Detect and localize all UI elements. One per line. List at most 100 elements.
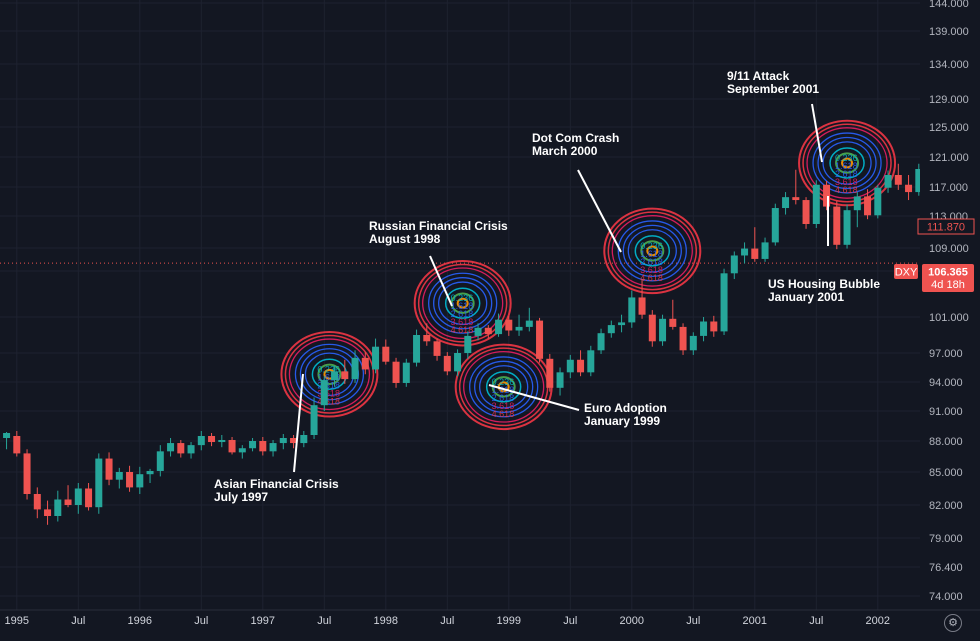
candle-body-82 — [823, 184, 831, 207]
fib-circle-3-5 — [627, 229, 677, 273]
fib-level-label-3-3: 3.618 — [640, 265, 663, 275]
candle-46 — [454, 349, 462, 377]
callout-line-0 — [293, 373, 304, 473]
annotation-label-4-0: 9/11 Attack — [727, 69, 790, 83]
fib-circle-1-6 — [444, 287, 481, 319]
annotation-label-3-1: March 2000 — [532, 144, 598, 158]
candle-body-69 — [689, 335, 697, 351]
candle-39 — [382, 339, 390, 365]
fib-circle-2-6 — [485, 371, 522, 403]
candles — [3, 157, 980, 525]
candle-body-13 — [115, 472, 123, 480]
candle-21 — [197, 431, 205, 451]
candle-89 — [894, 163, 902, 190]
candle-body-52 — [515, 326, 523, 331]
fibonacci-circles[interactable]: 0.2361.6182.6183.6184.6180.2361.6182.618… — [280, 119, 897, 431]
candle-6 — [44, 500, 52, 525]
gear-icon[interactable]: ⚙ — [944, 614, 962, 632]
candle-83 — [833, 200, 841, 250]
candle-body-75 — [751, 248, 759, 259]
time-tick-label-14: 2002 — [866, 615, 890, 627]
price-axis-background — [920, 0, 980, 610]
candle-body-71 — [710, 321, 718, 332]
current-price-label: 106.365 — [928, 267, 968, 279]
time-tick-label-5: Jul — [317, 615, 331, 627]
price-tick-label-11: 97.000 — [929, 348, 963, 360]
time-tick-label-0: 1995 — [5, 615, 29, 627]
candle-body-4 — [23, 453, 31, 494]
candle-body-2 — [3, 433, 11, 438]
grid — [0, 0, 920, 610]
candle-body-90 — [905, 184, 913, 193]
candle-60 — [597, 328, 605, 354]
candle-body-88 — [884, 175, 892, 188]
candle-body-65 — [648, 314, 656, 342]
candle-body-30 — [290, 438, 298, 444]
candle-54 — [536, 317, 544, 363]
fib-level-label-1-2: 2.618 — [451, 309, 474, 319]
price-tick-label-5: 121.000 — [929, 152, 969, 164]
fib-level-label-4-2: 2.618 — [835, 169, 858, 179]
candle-50 — [495, 313, 503, 337]
candle-28 — [269, 440, 277, 457]
candle-body-11 — [95, 458, 103, 508]
price-tick-label-2: 134.000 — [929, 59, 969, 71]
fib-circle-2-3 — [469, 356, 539, 418]
time-tick-label-9: Jul — [563, 615, 577, 627]
candle-body-57 — [566, 359, 574, 373]
candle-88 — [884, 170, 892, 193]
fib-level-label-0-1: 1.618 — [317, 372, 340, 382]
candle-body-22 — [208, 436, 216, 443]
candle-body-73 — [730, 255, 738, 274]
candle-15 — [136, 466, 144, 494]
price-tick-label-19: 74.000 — [929, 591, 963, 603]
candle-35 — [341, 359, 349, 384]
candle-52 — [515, 314, 523, 336]
candle-10 — [85, 483, 93, 511]
candle-42 — [413, 329, 421, 367]
candle-5 — [33, 487, 41, 519]
fib-circle-3-4 — [622, 224, 682, 278]
fib-circle-0-3 — [294, 343, 365, 405]
fib-level-label-4-3: 3.618 — [835, 177, 858, 187]
fib-circle-1-0 — [413, 259, 512, 347]
fib-level-label-1-3: 3.618 — [451, 317, 474, 327]
candle-body-42 — [413, 335, 421, 363]
fib-circle-1-4 — [433, 277, 493, 330]
annotation-label-5-1: January 2001 — [768, 290, 844, 304]
candle-36 — [351, 350, 359, 383]
callout-line-3 — [577, 169, 622, 253]
fib-circle-0-1 — [284, 334, 375, 414]
candle-body-7 — [54, 499, 62, 516]
candle-body-78 — [782, 197, 790, 209]
candle-body-50 — [495, 319, 503, 335]
candle-11 — [95, 453, 103, 514]
candle-73 — [730, 251, 738, 280]
time-axis[interactable]: 1995 Jul 1996 Jul 1997 Jul 1998 Jul 1999 Jul 2000 J… — [5, 615, 890, 627]
candle-body-91 — [915, 169, 923, 193]
candle-37 — [361, 352, 369, 375]
candle-57 — [566, 354, 574, 379]
candle-45 — [443, 352, 451, 376]
candle-body-51 — [505, 319, 513, 331]
candle-29 — [279, 434, 287, 450]
fib-level-label-0-3: 3.618 — [317, 388, 340, 398]
time-tick-label-10: 2000 — [620, 615, 644, 627]
candle-body-66 — [659, 318, 667, 342]
price-tick-label-17: 79.000 — [929, 533, 963, 545]
candle-body-31 — [300, 435, 308, 444]
candle-body-86 — [864, 196, 872, 216]
candle-16 — [146, 468, 154, 483]
price-tick-label-0: 144.000 — [929, 0, 969, 10]
fib-level-label-4-0: 0.236 — [835, 153, 858, 163]
candle-24 — [228, 437, 236, 455]
symbol-badge: DXY — [894, 264, 918, 279]
candle-body-36 — [351, 357, 359, 380]
time-tick-label-11: Jul — [686, 615, 700, 627]
last-close-badge: 111.870 — [917, 218, 975, 235]
candle-body-27 — [259, 441, 267, 452]
candle-body-89 — [894, 175, 902, 185]
